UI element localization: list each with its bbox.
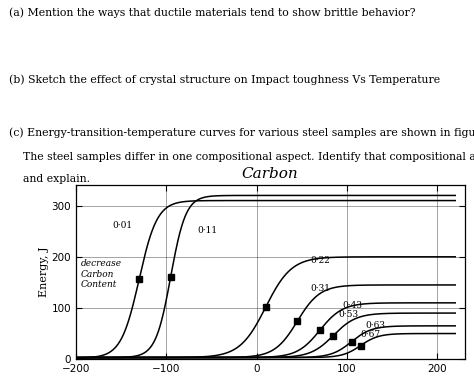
Text: 0·63: 0·63 xyxy=(365,321,385,330)
Y-axis label: Energy, J: Energy, J xyxy=(38,247,48,297)
Text: 0·31: 0·31 xyxy=(311,284,331,293)
Text: 0·11: 0·11 xyxy=(198,226,218,235)
Title: Carbon: Carbon xyxy=(242,167,299,181)
Text: 0·22: 0·22 xyxy=(311,256,331,265)
Text: 0·01: 0·01 xyxy=(112,221,132,229)
Text: decrease
Carbon
Content: decrease Carbon Content xyxy=(81,259,121,289)
Text: (a) Mention the ways that ductile materials tend to show brittle behavior?: (a) Mention the ways that ductile materi… xyxy=(9,8,416,18)
Text: (c) Energy-transition-temperature curves for various steel samples are shown in : (c) Energy-transition-temperature curves… xyxy=(9,127,474,138)
Text: and explain.: and explain. xyxy=(9,174,91,184)
Text: 0·53: 0·53 xyxy=(338,310,358,319)
Text: (b) Sketch the effect of crystal structure on Impact toughness Vs Temperature: (b) Sketch the effect of crystal structu… xyxy=(9,74,441,85)
Text: The steel samples differ in one compositional aspect. Identify that compositiona: The steel samples differ in one composit… xyxy=(9,152,474,162)
Text: 0·43: 0·43 xyxy=(343,301,363,310)
Text: 0·67: 0·67 xyxy=(361,330,381,339)
